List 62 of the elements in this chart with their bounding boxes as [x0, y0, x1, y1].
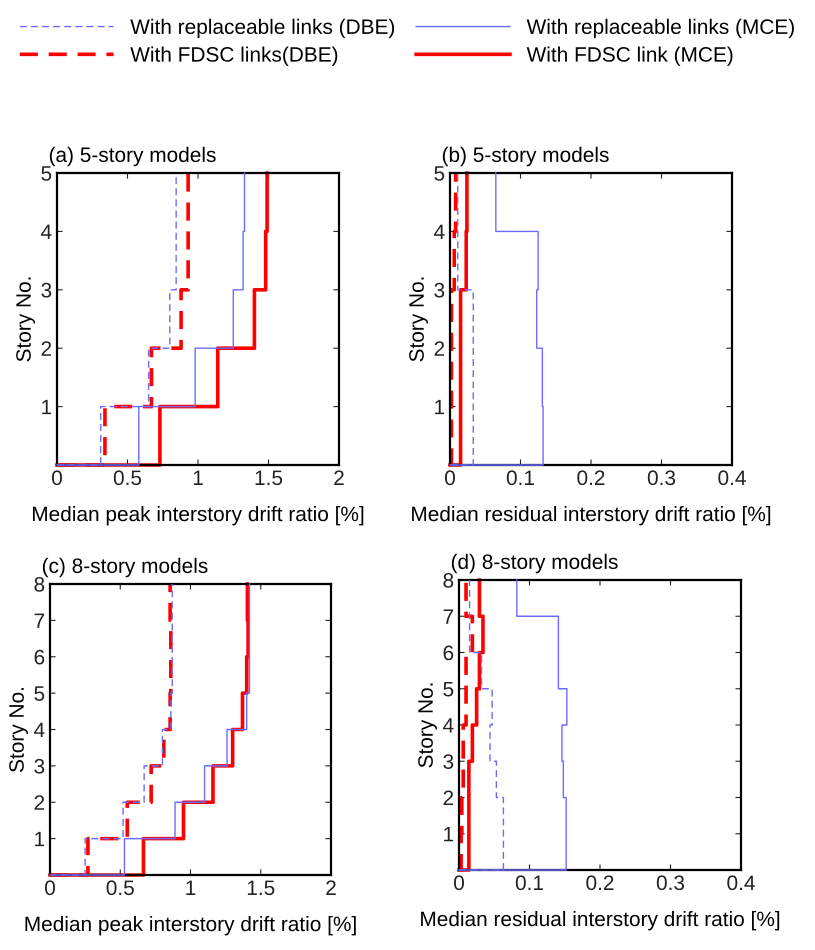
y-tick-label: 3 [41, 282, 52, 298]
y-tick-label: 4 [34, 722, 45, 738]
x-tick-label: 0.2 [586, 875, 614, 890]
y-tick-label: 5 [34, 686, 44, 701]
y-tick-label: 3 [443, 754, 454, 770]
y-tick-label: 4 [443, 718, 454, 733]
y-tick-label: 8 [443, 573, 454, 588]
y-tick-label: 7 [444, 609, 454, 624]
x-tick-label: 0 [454, 875, 464, 890]
legend-label: With FDSC links(DBE) [130, 46, 338, 66]
x-tick-label: 0.1 [516, 875, 543, 890]
y-tick-label: 7 [34, 614, 44, 628]
y-tick-label: 4 [41, 224, 52, 239]
y-tick-label: 2 [434, 341, 444, 356]
chart-title: (b) 5-story models [442, 146, 609, 166]
x-tick-label: 0 [52, 470, 62, 486]
x-tick-label: 1.5 [248, 880, 274, 896]
y-tick-label: 5 [41, 166, 52, 181]
y-tick-label: 2 [42, 341, 52, 356]
y-tick-label: 3 [34, 758, 44, 774]
x-tick-label: 0.2 [577, 470, 604, 486]
y-tick-label: 5 [434, 166, 444, 181]
x-tick-label: 0 [45, 880, 55, 896]
x-axis-title: Median peak interstory drift ratio [%] [32, 506, 364, 526]
y-tick-label: 3 [434, 282, 444, 298]
y-tick-label: 2 [444, 790, 454, 806]
y-tick-label: 6 [34, 650, 44, 665]
x-tick-label: 0 [445, 470, 455, 486]
x-tick-label: 0.4 [718, 470, 746, 486]
x-axis-title: Median residual interstory drift ratio [%] [421, 910, 780, 930]
x-tick-label: 1.5 [256, 470, 282, 486]
x-axis-title: Median peak interstory drift ratio [%] [25, 916, 356, 936]
x-tick-label: 0.3 [648, 470, 676, 486]
y-tick-label: 2 [34, 795, 44, 810]
x-tick-label: 2 [326, 880, 336, 895]
chart-title: (a) 5-story models [50, 146, 216, 166]
x-tick-label: 0.5 [106, 880, 134, 896]
legend-label: With FDSC link (MCE) [526, 46, 732, 66]
x-tick-label: 0.4 [727, 875, 755, 890]
x-tick-label: 2 [334, 470, 344, 485]
y-tick-label: 1 [435, 400, 444, 414]
chart-title: (d) 8-story models [452, 554, 618, 574]
x-tick-label: 0.3 [656, 875, 684, 890]
y-tick-label: 4 [434, 224, 445, 239]
y-axis-title: Story No. [16, 277, 35, 362]
y-axis-title: Story No. [409, 277, 428, 362]
y-tick-label: 1 [42, 400, 52, 414]
x-tick-label: 0.1 [506, 470, 534, 486]
y-tick-label: 6 [444, 646, 454, 660]
x-tick-label: 1 [186, 880, 196, 895]
y-axis-title: Story No. [418, 683, 437, 768]
y-tick-label: 1 [444, 826, 454, 842]
x-tick-label: 1 [194, 470, 203, 485]
chart-title: (c) 8-story models [42, 558, 208, 578]
x-axis-title: Median residual interstory drift ratio [%] [412, 506, 770, 526]
legend-label: With replaceable links (DBE) [130, 18, 394, 38]
y-tick-label: 1 [35, 832, 44, 846]
legend-label: With replaceable links (MCE) [526, 18, 794, 38]
y-axis-title: Story No. [9, 688, 28, 772]
x-tick-label: 0.5 [114, 470, 142, 486]
y-tick-label: 8 [34, 577, 44, 592]
y-tick-label: 5 [443, 682, 454, 697]
